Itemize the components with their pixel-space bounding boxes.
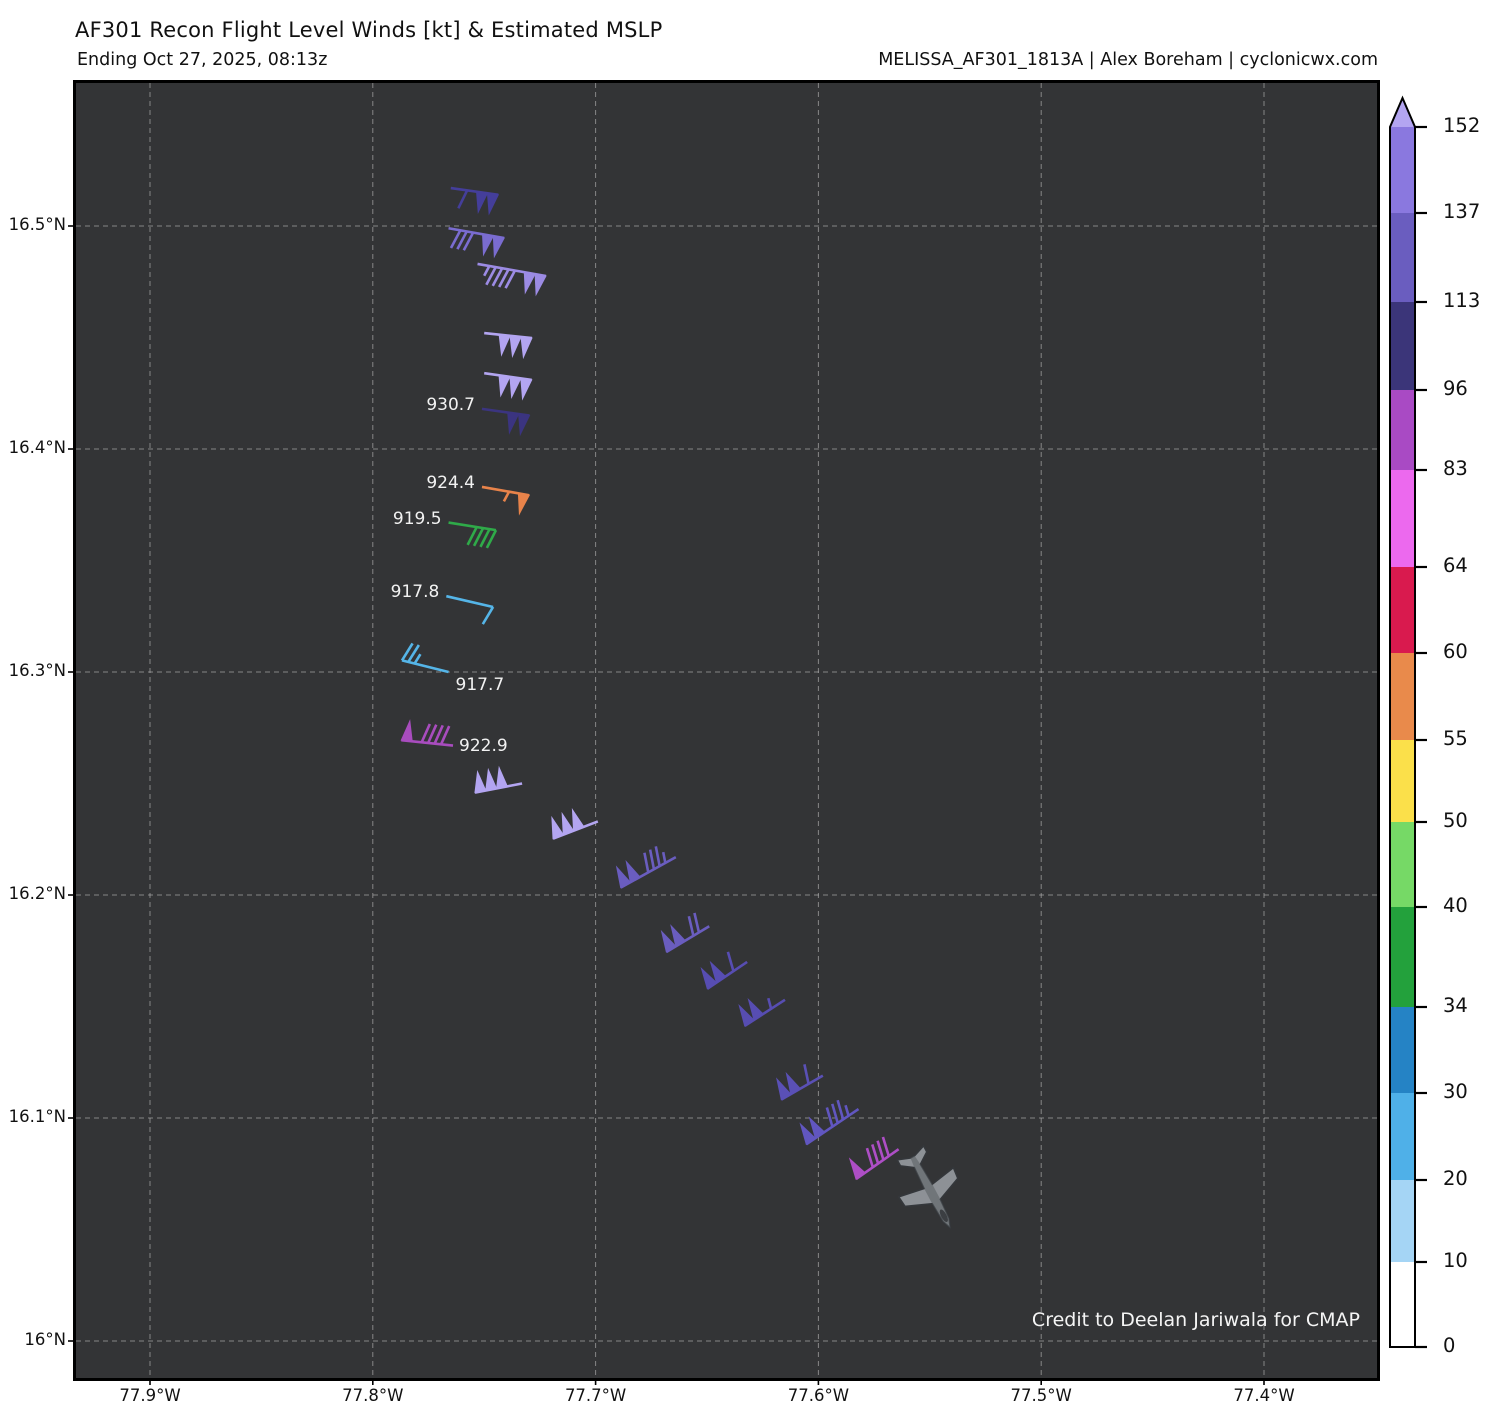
- mslp-label: 924.4: [426, 472, 475, 493]
- wind-barb: [484, 331, 533, 360]
- colorbar-tick-label: 113: [1443, 289, 1481, 312]
- wind-barb: [400, 642, 449, 674]
- chart-title: AF301 Recon Flight Level Winds [kt] & Es…: [75, 18, 663, 42]
- colorbar-tick-label: 30: [1443, 1080, 1468, 1103]
- y-axis-tick-label: 16.4°N: [8, 438, 66, 457]
- colorbar-segment: [1390, 302, 1415, 390]
- colorbar-tick-label: 40: [1443, 894, 1468, 917]
- mslp-label: 917.7: [455, 675, 505, 695]
- colorbar-segment: [1390, 1262, 1415, 1347]
- wind-barb: [400, 719, 454, 747]
- colorbar-tick-label: 55: [1443, 727, 1468, 750]
- wind-barb: [738, 997, 786, 1028]
- credit-text: Credit to Deelan Jariwala for CMAP: [1031, 1309, 1360, 1331]
- wind-barb: [448, 226, 505, 259]
- mslp-label: 917.8: [390, 582, 440, 603]
- x-axis-tick-label: 77.9°W: [119, 1386, 181, 1405]
- colorbar-tick-label: 137: [1443, 200, 1481, 223]
- plot-area: [74, 81, 1379, 1380]
- mslp-label: 922.9: [459, 735, 508, 756]
- colorbar-segment: [1390, 127, 1415, 213]
- colorbar-segment: [1390, 567, 1415, 653]
- colorbar-segment: [1390, 470, 1415, 567]
- wind-barb: [551, 807, 599, 840]
- wind-barb: [700, 951, 748, 990]
- plot-frame: [73, 80, 1380, 1381]
- y-axis-tick-label: 16.1°N: [8, 1107, 66, 1126]
- wind-barb: [448, 521, 498, 549]
- y-axis-tick-label: 16.5°N: [8, 215, 66, 234]
- mslp-label: 930.7: [426, 394, 475, 415]
- x-axis-tick-label: 77.8°W: [342, 1386, 404, 1405]
- wind-barb: [481, 485, 531, 516]
- chart-subtitle-timestamp: Ending Oct 27, 2025, 08:13z: [77, 50, 328, 70]
- y-axis-tick-label: 16.3°N: [8, 661, 66, 680]
- wind-barb: [776, 1064, 824, 1101]
- chart-source-label: MELISSA_AF301_1813A | Alex Boreham | cyc…: [878, 50, 1378, 70]
- colorbar-tick-label: 50: [1443, 809, 1468, 832]
- wind-barb: [799, 1099, 860, 1146]
- x-axis-tick-label: 77.4°W: [1233, 1386, 1295, 1405]
- colorbar-segment: [1390, 213, 1415, 302]
- colorbar-tick-label: 20: [1443, 1167, 1468, 1190]
- colorbar-segment: [1390, 1180, 1415, 1262]
- x-axis-tick-label: 77.7°W: [564, 1386, 627, 1405]
- wind-barb: [450, 186, 500, 216]
- x-axis-tick-label: 77.6°W: [787, 1386, 850, 1405]
- wind-barb: [481, 407, 531, 437]
- colorbar-tick-label: 10: [1443, 1249, 1468, 1272]
- colorbar-tick-label: 83: [1443, 457, 1468, 480]
- colorbar-tick-label: 96: [1443, 377, 1468, 400]
- colorbar-tick-label: 64: [1443, 554, 1468, 577]
- colorbar-segment: [1390, 1007, 1415, 1093]
- y-axis-tick-label: 16°N: [24, 1330, 66, 1349]
- wind-barb: [615, 846, 677, 889]
- colorbar-segment: [1390, 740, 1415, 822]
- colorbar-segment: [1390, 1093, 1415, 1180]
- wind-barb: [446, 594, 495, 625]
- wind-barb: [660, 912, 710, 954]
- colorbar-tick-label: 0: [1443, 1334, 1456, 1357]
- colorbar-tick-label: 152: [1443, 114, 1481, 137]
- colorbar-arrow: [1390, 98, 1415, 127]
- wind-barb: [484, 371, 533, 401]
- x-axis-tick-label: 77.5°W: [1010, 1386, 1072, 1405]
- colorbar-segment: [1390, 390, 1415, 470]
- colorbar-segment: [1390, 822, 1415, 907]
- colorbar: [1389, 95, 1427, 1349]
- wind-barb: [477, 262, 547, 297]
- y-axis-tick-label: 16.2°N: [8, 884, 66, 903]
- colorbar-tick-label: 60: [1443, 640, 1468, 663]
- colorbar-tick-label: 34: [1443, 994, 1468, 1017]
- aircraft-icon: [895, 1144, 959, 1230]
- mslp-label: 919.5: [392, 508, 442, 529]
- wind-barb: [474, 765, 523, 794]
- colorbar-segment: [1390, 907, 1415, 1007]
- colorbar-segment: [1390, 653, 1415, 740]
- wind-barb: [848, 1136, 900, 1181]
